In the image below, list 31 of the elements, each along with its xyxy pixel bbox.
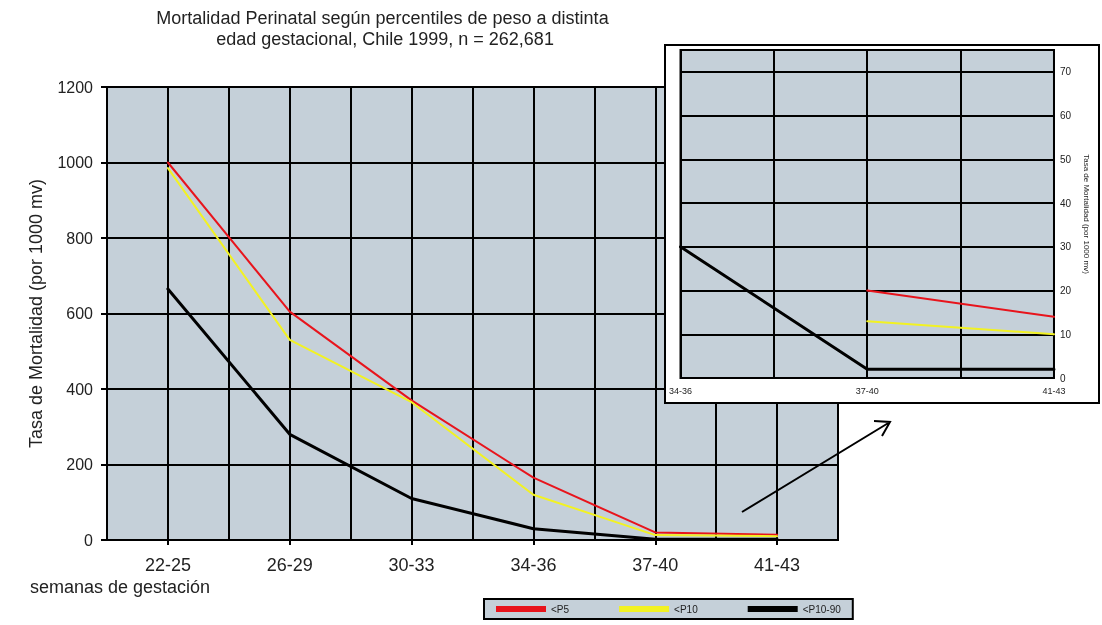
y2-tick-label: 70	[1059, 66, 1072, 78]
y-tick-label: 200	[66, 456, 94, 473]
y2-tick-label: 0	[1059, 372, 1066, 384]
x-tick-label: 37-40	[632, 555, 679, 575]
x-axis-title: semanas de gestación	[30, 577, 211, 597]
legend-label: <P5	[551, 603, 570, 615]
y2-tick-label: 20	[1059, 285, 1072, 297]
y2-tick-label: 10	[1059, 328, 1072, 340]
legend-label: <P10-90	[802, 603, 842, 615]
x-tick-label: 34-36	[668, 385, 693, 396]
y-axis-title: Tasa de Mortalidad (por 1000 mv)	[26, 178, 46, 449]
y-tick-label: 400	[66, 380, 94, 398]
y2-tick-label: 60	[1059, 110, 1072, 122]
x-tick-label: 34-36	[510, 555, 557, 575]
legend-label: <P10	[674, 603, 699, 615]
x-tick-label: 22-25	[144, 555, 191, 575]
y2-tick-label: 30	[1059, 241, 1072, 253]
x-tick-label: 41-43	[754, 555, 801, 575]
y-tick-label: 1200	[57, 78, 94, 96]
x-tick-label: 26-29	[266, 555, 313, 575]
y-tick-label: 0	[84, 531, 94, 549]
x-tick-label: 41-43	[1042, 385, 1066, 396]
x-tick-label: 30-33	[388, 555, 435, 575]
y-tick-label: 800	[66, 229, 94, 247]
x-tick-label: 37-40	[855, 385, 879, 396]
y2-tick-label: 40	[1059, 197, 1072, 209]
chart-title: Mortalidad Perinatal según percentiles de peso a distinta edad gestacional, Chile 1999, n = 262,681	[156, 7, 614, 49]
y2-tick-label: 50	[1059, 153, 1072, 165]
y2-axis-title: Tasa de Mortalidad (por 1000 mv)	[1081, 154, 1091, 275]
y-tick-label: 600	[66, 305, 94, 322]
y-tick-label: 1000	[57, 154, 94, 171]
